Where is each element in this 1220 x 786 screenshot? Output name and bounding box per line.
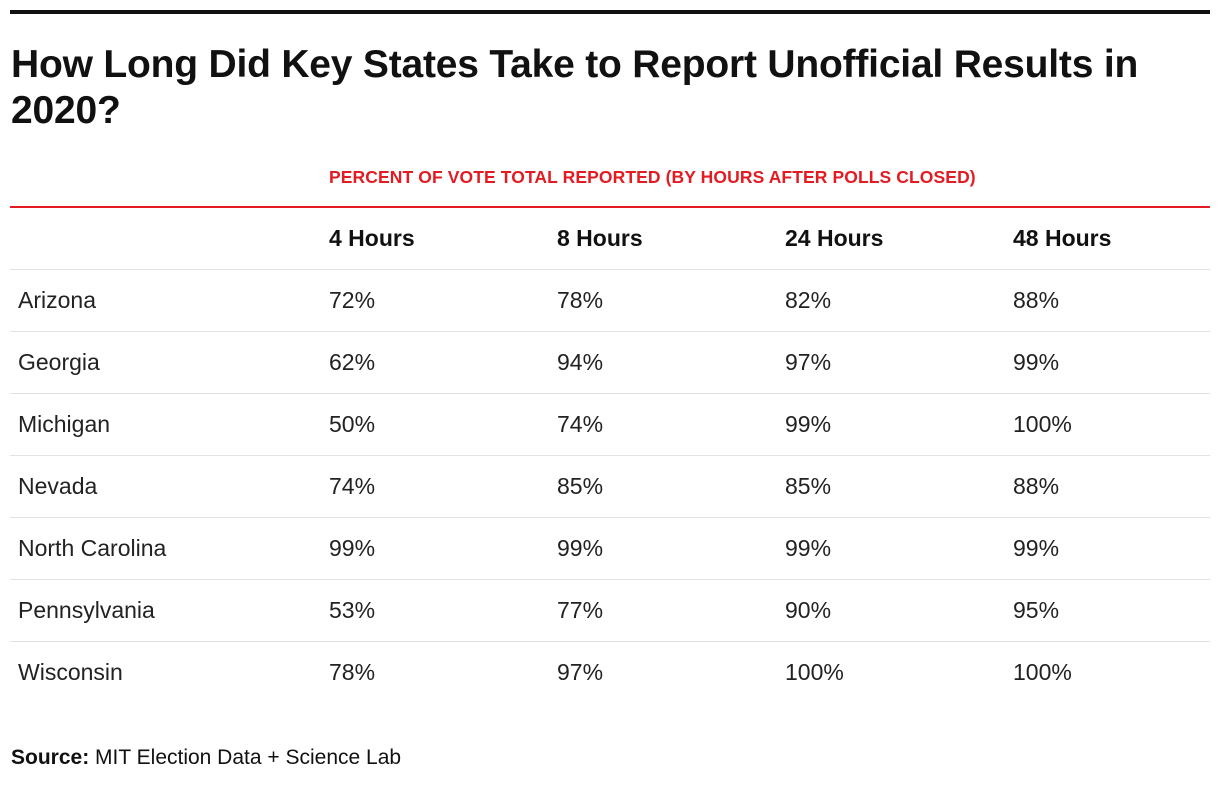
- value-cell: 97%: [776, 331, 1004, 394]
- value-cell: 74%: [548, 393, 776, 456]
- top-rule: [10, 10, 1210, 14]
- value-cell: 72%: [320, 269, 548, 332]
- value-cell: 99%: [320, 517, 548, 580]
- value-cell: 88%: [1004, 269, 1210, 332]
- value-cell: 100%: [785, 659, 844, 685]
- value-cell: 99%: [1004, 331, 1210, 394]
- state-cell: Pennsylvania: [10, 579, 320, 642]
- value-cell: 100%: [1013, 659, 1072, 685]
- value-cell: 99%: [776, 393, 1004, 456]
- value-cell: 62%: [320, 331, 548, 394]
- table-row: Nevada 74% 85% 85% 88%: [10, 455, 1210, 518]
- state-cell: Wisconsin: [18, 659, 123, 685]
- state-cell: Michigan: [10, 393, 320, 456]
- results-table: 4 Hours 8 Hours 24 Hours 48 Hours Arizon…: [10, 208, 1210, 703]
- header-rule: [10, 206, 1210, 208]
- table-row: Michigan 50% 74% 99% 100%: [10, 393, 1210, 456]
- column-header-48-hours: 48 Hours: [1004, 208, 1210, 270]
- source-label: Source:: [11, 746, 90, 769]
- value-cell: 85%: [776, 455, 1004, 518]
- value-cell: 85%: [548, 455, 776, 518]
- state-cell: Nevada: [10, 455, 320, 518]
- column-header-8-hours: 8 Hours: [548, 208, 776, 270]
- value-cell: 99%: [776, 517, 1004, 580]
- value-cell: 90%: [776, 579, 1004, 642]
- value-cell: 50%: [320, 393, 548, 456]
- value-cell: 78%: [548, 269, 776, 332]
- value-cell: 99%: [1004, 517, 1210, 580]
- table-row: Wisconsin 78% 97% 100% 100%: [10, 642, 1210, 704]
- column-group-header: PERCENT OF VOTE TOTAL REPORTED (BY HOURS…: [329, 167, 976, 187]
- value-cell: 53%: [320, 579, 548, 642]
- column-header-4-hours: 4 Hours: [320, 208, 548, 270]
- source-text: MIT Election Data + Science Lab: [95, 746, 402, 769]
- chart-title: How Long Did Key States Take to Report U…: [11, 43, 1139, 132]
- state-cell: North Carolina: [10, 517, 320, 580]
- table-row: Arizona 72% 78% 82% 88%: [10, 269, 1210, 332]
- column-header-24-hours: 24 Hours: [776, 208, 1004, 270]
- state-cell: Arizona: [10, 269, 320, 332]
- state-cell: Georgia: [10, 331, 320, 394]
- table-row: Georgia 62% 94% 97% 99%: [10, 331, 1210, 394]
- source-note: Source: MIT Election Data + Science Lab: [11, 744, 401, 772]
- table-row: North Carolina 99% 99% 99% 99%: [10, 517, 1210, 580]
- value-cell: 74%: [320, 455, 548, 518]
- value-cell: 95%: [1004, 579, 1210, 642]
- column-header-state: [10, 208, 320, 270]
- value-cell: 94%: [548, 331, 776, 394]
- value-cell: 100%: [1004, 393, 1210, 456]
- table-header-row: 4 Hours 8 Hours 24 Hours 48 Hours: [10, 208, 1210, 270]
- table-row: Pennsylvania 53% 77% 90% 95%: [10, 579, 1210, 642]
- value-cell: 78%: [329, 659, 376, 685]
- value-cell: 97%: [557, 659, 604, 685]
- value-cell: 99%: [548, 517, 776, 580]
- value-cell: 82%: [776, 269, 1004, 332]
- value-cell: 88%: [1004, 455, 1210, 518]
- value-cell: 77%: [548, 579, 776, 642]
